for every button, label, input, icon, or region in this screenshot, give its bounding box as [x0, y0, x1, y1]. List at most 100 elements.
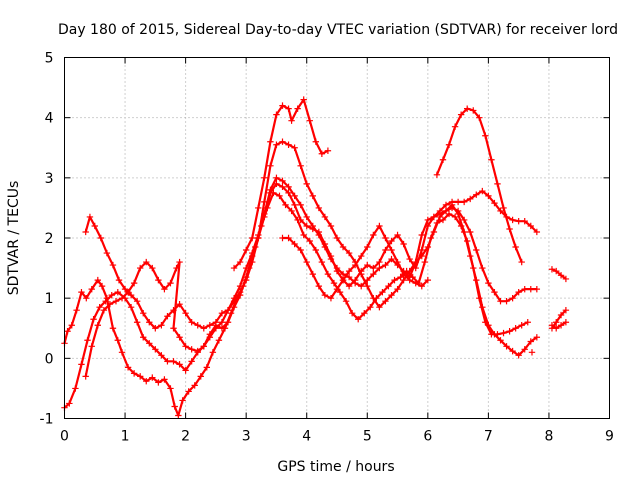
y-tick-label: 4 [45, 111, 54, 127]
data-point [114, 288, 121, 296]
data-point [312, 138, 320, 145]
data-point [515, 352, 522, 359]
data-point [324, 270, 332, 278]
data-point [442, 201, 450, 209]
data-point [527, 338, 534, 345]
data-point [194, 322, 201, 329]
data-point [285, 183, 292, 191]
data-point [467, 228, 474, 236]
data-point [161, 376, 168, 383]
data-point [562, 319, 570, 326]
data-point [72, 385, 79, 392]
data-point [451, 213, 459, 221]
data-point [164, 313, 171, 320]
data-point [170, 307, 177, 314]
data-point [170, 358, 177, 365]
y-tick-label: 0 [45, 351, 54, 367]
data-point [364, 282, 371, 290]
data-point [548, 322, 556, 329]
series-sat-j [548, 319, 570, 332]
data-point [394, 231, 401, 239]
data-point [524, 319, 531, 326]
data-point [370, 294, 377, 302]
series-line [84, 176, 537, 377]
x-tick-label: 2 [181, 429, 190, 445]
data-point [358, 282, 365, 290]
x-tick-label: 5 [363, 429, 372, 445]
data-point [388, 291, 395, 299]
data-point [497, 337, 504, 344]
data-point [108, 291, 115, 299]
data-point [285, 189, 292, 197]
data-point [164, 358, 171, 365]
data-point [64, 328, 71, 335]
data-point [91, 222, 98, 230]
data-point [315, 282, 323, 290]
data-point [191, 382, 198, 389]
data-point [291, 240, 298, 248]
data-point [273, 141, 280, 148]
data-point [330, 279, 338, 287]
data-point [485, 279, 492, 287]
data-point [382, 261, 389, 269]
data-point [342, 297, 350, 305]
data-point [161, 285, 168, 293]
data-point [130, 279, 138, 287]
data-point [155, 379, 162, 386]
data-point [285, 141, 292, 148]
data-point [146, 340, 153, 347]
data-point [66, 400, 73, 407]
data-point [309, 222, 316, 230]
series-layer [61, 96, 570, 419]
data-point [327, 294, 335, 302]
data-point [503, 343, 510, 350]
data-point [152, 325, 159, 332]
data-point [171, 403, 178, 410]
data-point [503, 297, 510, 305]
data-point [182, 367, 189, 374]
data-point [348, 310, 356, 317]
data-point [224, 307, 232, 314]
data-point [140, 310, 147, 317]
data-point [345, 273, 353, 281]
data-point [188, 346, 195, 353]
data-point [140, 334, 147, 341]
data-point [485, 192, 492, 200]
data-point [418, 282, 425, 290]
data-point [115, 276, 123, 284]
data-point [412, 258, 419, 266]
data-point [400, 270, 407, 278]
data-point [506, 225, 513, 233]
y-axis-label: SDTVAR / TECUs [6, 181, 22, 296]
data-point [509, 347, 516, 355]
data-point [424, 276, 432, 284]
data-point [439, 216, 447, 224]
data-point [370, 264, 377, 272]
data-point [482, 132, 489, 139]
data-point [294, 216, 301, 224]
data-point [109, 325, 117, 332]
data-point [527, 222, 534, 230]
data-point [467, 195, 474, 203]
data-point [312, 246, 320, 254]
data-point [376, 303, 383, 311]
data-point [206, 322, 214, 329]
data-point [433, 171, 441, 179]
data-point [179, 397, 186, 404]
series-line [551, 321, 567, 330]
data-point [351, 261, 359, 269]
data-point [345, 249, 353, 257]
data-point [406, 276, 413, 284]
data-point [470, 107, 477, 114]
data-point [90, 316, 97, 323]
data-point [379, 288, 386, 296]
data-point [109, 261, 117, 269]
data-point [385, 282, 392, 290]
data-point [103, 249, 111, 257]
data-point [361, 310, 368, 317]
data-point [436, 213, 444, 221]
data-point [176, 334, 183, 341]
data-point [424, 243, 432, 251]
data-point [212, 325, 220, 332]
data-point [279, 102, 286, 109]
